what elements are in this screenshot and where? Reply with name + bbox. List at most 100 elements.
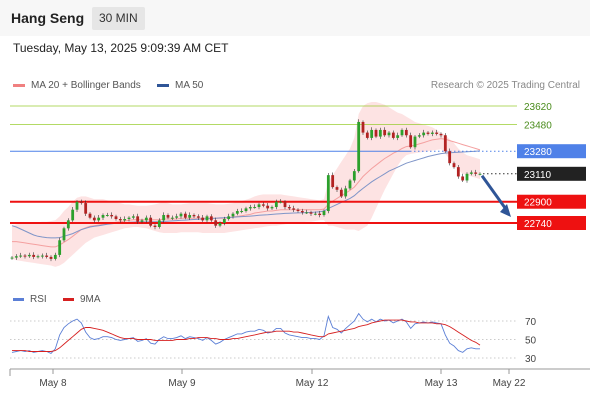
candle-body	[66, 220, 70, 229]
candle-body	[439, 133, 443, 136]
candle-body	[231, 213, 235, 217]
candle-body	[218, 223, 222, 226]
candle-body	[53, 254, 57, 259]
candle-body	[71, 209, 75, 221]
candle-body	[443, 135, 447, 152]
candle-body	[175, 216, 179, 218]
candle-body	[40, 255, 44, 257]
legend-label: RSI	[30, 294, 47, 305]
candle-body	[413, 136, 417, 148]
candle-body	[58, 240, 62, 255]
candle-body	[88, 213, 92, 218]
candle-body	[257, 204, 261, 208]
candle-body	[370, 129, 374, 138]
candle-body	[162, 215, 166, 221]
rsi-tick-label: 50	[525, 336, 537, 347]
level-label: 22740	[524, 219, 552, 230]
candle-body	[400, 129, 404, 136]
candle-body	[179, 213, 183, 217]
candle-body	[101, 215, 105, 218]
legend-label: MA 50	[175, 80, 204, 91]
legend-ma50: MA 50	[157, 80, 203, 91]
legend-swatch	[13, 297, 24, 301]
legend-rsi: RSI	[13, 294, 47, 305]
candle-body	[435, 132, 439, 134]
candle-body	[75, 201, 79, 210]
candle-body	[105, 215, 109, 217]
level-tag	[517, 216, 586, 230]
candle-body	[49, 256, 53, 259]
candle-body	[469, 172, 473, 174]
candle-body	[188, 215, 192, 218]
candle-body	[222, 219, 226, 223]
level-label: 22900	[524, 198, 552, 209]
x-tick-label: May 12	[296, 378, 329, 389]
candle-body	[344, 188, 348, 197]
candle-body	[391, 132, 395, 138]
candle-body	[136, 216, 140, 222]
candle-body	[79, 201, 83, 204]
candle-body	[348, 180, 352, 189]
candle-body	[430, 132, 434, 134]
level-label: 23110	[524, 170, 552, 181]
candle-body	[474, 172, 478, 174]
candle-body	[279, 201, 283, 203]
candle-body	[62, 228, 66, 241]
candle-body	[365, 132, 369, 138]
candle-body	[335, 187, 339, 190]
rsi-ma-line	[12, 319, 481, 352]
candle-body	[404, 129, 408, 136]
candle-body	[114, 216, 118, 220]
candle-body	[10, 257, 14, 259]
x-tick-label: May 13	[425, 378, 458, 389]
x-tick-label: May 9	[168, 378, 196, 389]
ma20-line	[12, 138, 481, 248]
candle-body	[478, 173, 482, 175]
candle-body	[227, 216, 231, 220]
candle-body	[14, 256, 18, 258]
forecast-arrow-head	[500, 204, 511, 217]
candle-body	[300, 211, 304, 213]
candle-body	[292, 208, 296, 210]
candle-body	[270, 207, 274, 209]
candle-body	[123, 219, 127, 221]
candle-body	[331, 175, 335, 188]
candle-body	[322, 211, 326, 216]
legend-rsi-ma: 9MA	[63, 294, 101, 305]
candle-body	[97, 217, 101, 221]
legend-label: 9MA	[80, 294, 101, 305]
candle-body	[92, 217, 96, 221]
candle-body	[240, 211, 244, 213]
candle-body	[318, 213, 322, 216]
candle-body	[287, 207, 291, 209]
candle-body	[261, 204, 265, 206]
candle-body	[253, 207, 257, 209]
candle-body	[339, 189, 343, 197]
candle-body	[192, 215, 196, 217]
candle-body	[19, 255, 23, 257]
candle-body	[283, 201, 287, 208]
legend-label: MA 20 + Bollinger Bands	[31, 80, 141, 91]
candle-body	[166, 215, 170, 218]
candle-body	[183, 213, 187, 218]
candle-body	[396, 135, 400, 138]
candle-body	[326, 175, 330, 212]
forecast-arrow-shaft	[480, 174, 510, 213]
candle-body	[309, 212, 313, 214]
level-label: 23620	[524, 102, 552, 113]
candle-body	[274, 201, 278, 208]
candle-body	[140, 220, 144, 222]
level-tag	[517, 194, 586, 209]
candle-body	[45, 255, 49, 257]
candle-body	[461, 176, 465, 181]
timeframe-button[interactable]: 30 MIN	[92, 7, 145, 30]
candle-body	[387, 132, 391, 136]
candle-body	[36, 256, 40, 258]
candle-body	[422, 132, 426, 136]
candle-body	[32, 254, 36, 257]
level-label: 23480	[524, 121, 552, 132]
candle-body	[248, 207, 252, 209]
candle-body	[244, 208, 248, 212]
credit-text: Research © 2025 Trading Central	[430, 80, 580, 91]
